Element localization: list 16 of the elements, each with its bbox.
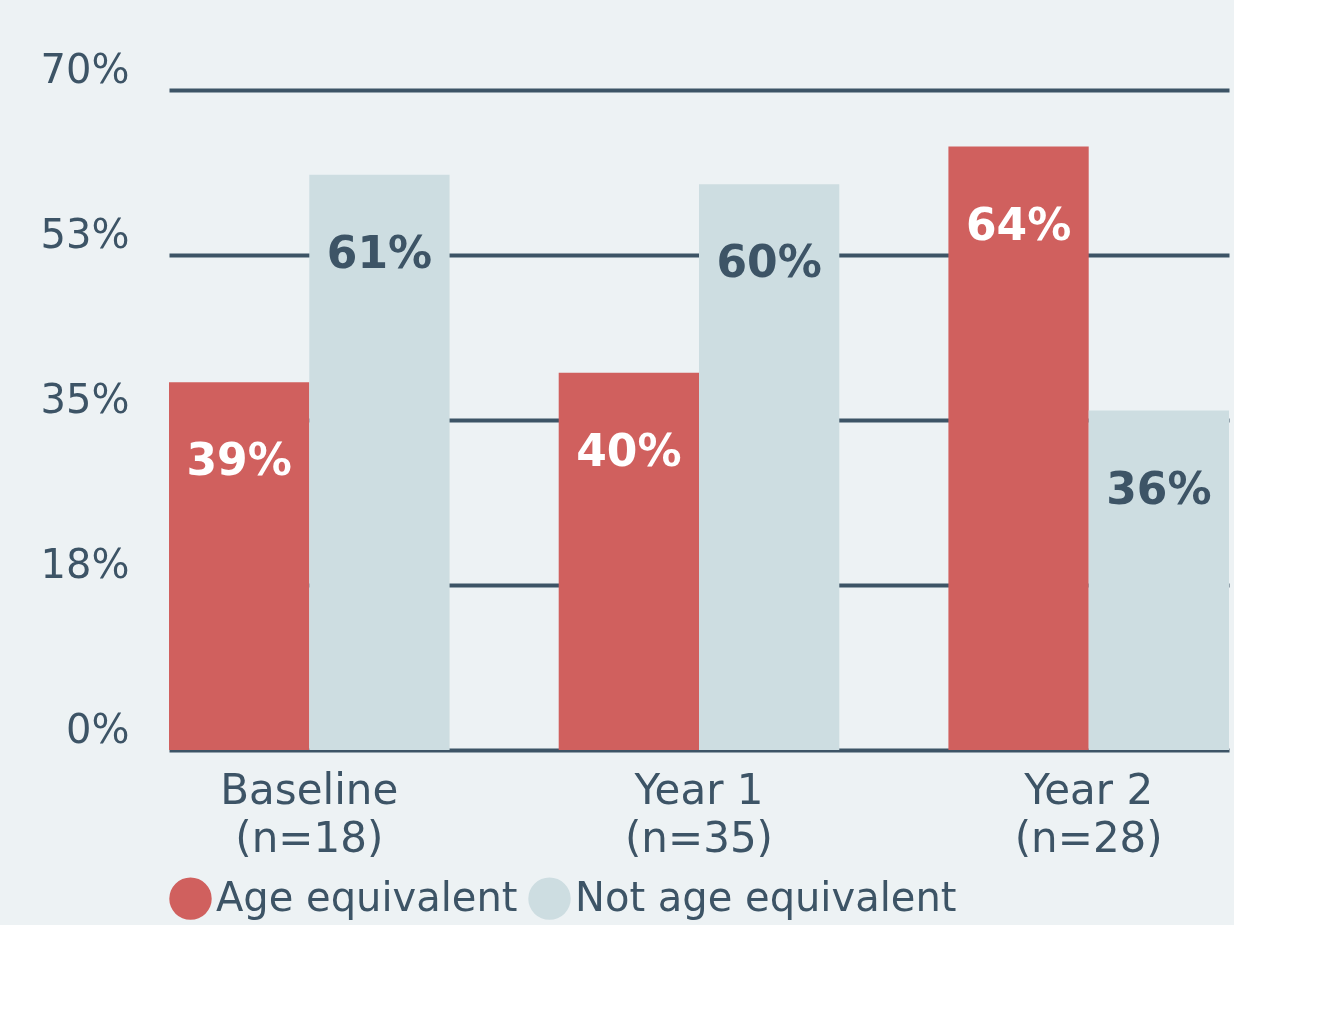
x-tick-label: Year 2 (n=28) bbox=[1014, 764, 1163, 862]
y-tick-label: 0% bbox=[66, 705, 130, 752]
data-label: 61% bbox=[326, 226, 433, 278]
x-tick-label: Baseline (n=18) bbox=[220, 764, 399, 862]
y-tick-label: 35% bbox=[40, 375, 130, 422]
data-label: 60% bbox=[716, 236, 822, 288]
y-tick-label: 70% bbox=[40, 45, 130, 92]
data-label: 39% bbox=[186, 434, 292, 486]
data-label: 40% bbox=[576, 424, 682, 476]
y-tick-label: 53% bbox=[40, 210, 130, 257]
x-tick-label: Year 1 (n=35) bbox=[624, 764, 774, 862]
legend-label: Age equivalent bbox=[216, 873, 518, 920]
data-label: 64% bbox=[965, 198, 1072, 250]
legend-label: Not age equivalent bbox=[575, 873, 957, 920]
data-label: 36% bbox=[1106, 462, 1212, 514]
y-tick-label: 18% bbox=[40, 540, 130, 587]
